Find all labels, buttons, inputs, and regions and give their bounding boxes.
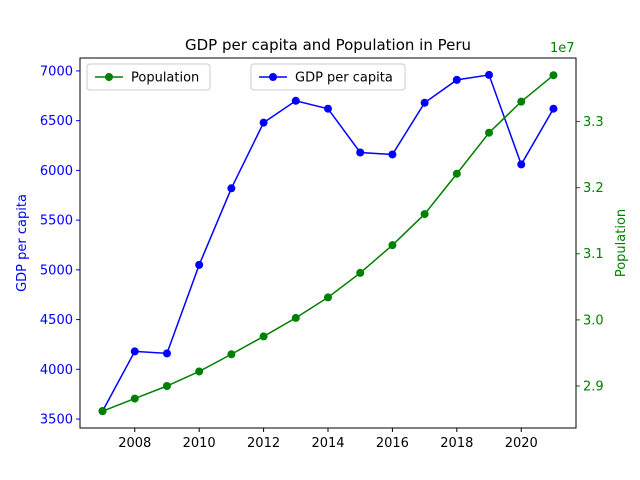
population-point: [162, 382, 171, 391]
y2-offset-text: 1e7: [550, 41, 575, 56]
y-tick-label: 5500: [40, 214, 73, 229]
legend-box: [250, 63, 406, 91]
population-point: [227, 350, 236, 359]
legend-label: Population: [131, 71, 199, 86]
gdp-per-capita-point: [356, 148, 365, 157]
x-tick-label: 2012: [247, 436, 280, 451]
y-tick-label: 5000: [40, 263, 73, 278]
chart-title: GDP per capita and Population in Peru: [185, 36, 471, 54]
gdp-per-capita-point: [517, 160, 526, 169]
legend-marker-swatch: [269, 73, 277, 81]
population-point: [259, 332, 268, 341]
plot-frame: [79, 57, 577, 429]
population-point: [195, 367, 204, 376]
x-tick-label: 2010: [183, 436, 216, 451]
y2-axis-label: Population: [614, 209, 629, 277]
legend-layer: Population GDP per capita: [86, 63, 406, 91]
x-tick-label: 2008: [118, 436, 151, 451]
legend-label: GDP per capita: [295, 71, 393, 86]
y-axis-label: GDP per capita: [15, 194, 30, 292]
gdp-per-capita-point: [291, 96, 300, 105]
y-tick-label: 6500: [40, 114, 73, 129]
population-point: [420, 210, 429, 219]
gdp-per-capita-point: [130, 347, 139, 356]
gdp-per-capita-point: [162, 349, 171, 358]
plot-layer: 2008 2010 2012 2014 2016 2018 2020 3500 4000 4500…: [40, 64, 604, 451]
gdp-per-capita-point: [388, 150, 397, 159]
y2-tick-label: 3.3: [583, 115, 604, 130]
y-tick-label: 3500: [40, 413, 73, 428]
x-tick-label: 2018: [440, 436, 473, 451]
population-point: [485, 128, 494, 137]
population-point: [388, 241, 397, 250]
population-point: [291, 313, 300, 322]
y2-tick-label: 3.0: [583, 313, 604, 328]
population-point: [452, 169, 461, 178]
gdp-per-capita-line: [101, 74, 555, 412]
legend-marker-swatch: [105, 73, 113, 81]
x-tick-label: 2014: [311, 436, 344, 451]
y-tick-label: 4000: [40, 363, 73, 378]
gdp-per-capita-point: [259, 118, 268, 127]
x-tick-label: 2016: [376, 436, 409, 451]
gdp-per-capita-point: [420, 98, 429, 107]
gdp-per-capita-point: [452, 75, 461, 84]
gdp-per-capita-point: [227, 184, 236, 193]
gdp-per-capita-point: [549, 104, 558, 113]
population-point: [324, 293, 332, 302]
population-point: [98, 407, 107, 416]
y2-tick-label: 3.1: [583, 247, 604, 262]
population-line: [102, 74, 554, 412]
gdp-per-capita-point: [485, 70, 494, 79]
y2-tick-label: 2.9: [583, 380, 604, 395]
x-tick-label: 2020: [505, 436, 538, 451]
population-point: [130, 394, 139, 403]
legend-box: [86, 63, 211, 91]
y-tick-label: 7000: [40, 64, 73, 79]
population-point: [517, 97, 526, 106]
gdp-per-capita-point: [324, 104, 332, 113]
y-tick-label: 4500: [40, 313, 73, 328]
population-point: [356, 268, 365, 277]
y2-tick-label: 3.2: [583, 181, 604, 196]
y-tick-label: 6000: [40, 164, 73, 179]
gdp-per-capita-point: [195, 260, 204, 269]
population-point: [549, 71, 558, 80]
